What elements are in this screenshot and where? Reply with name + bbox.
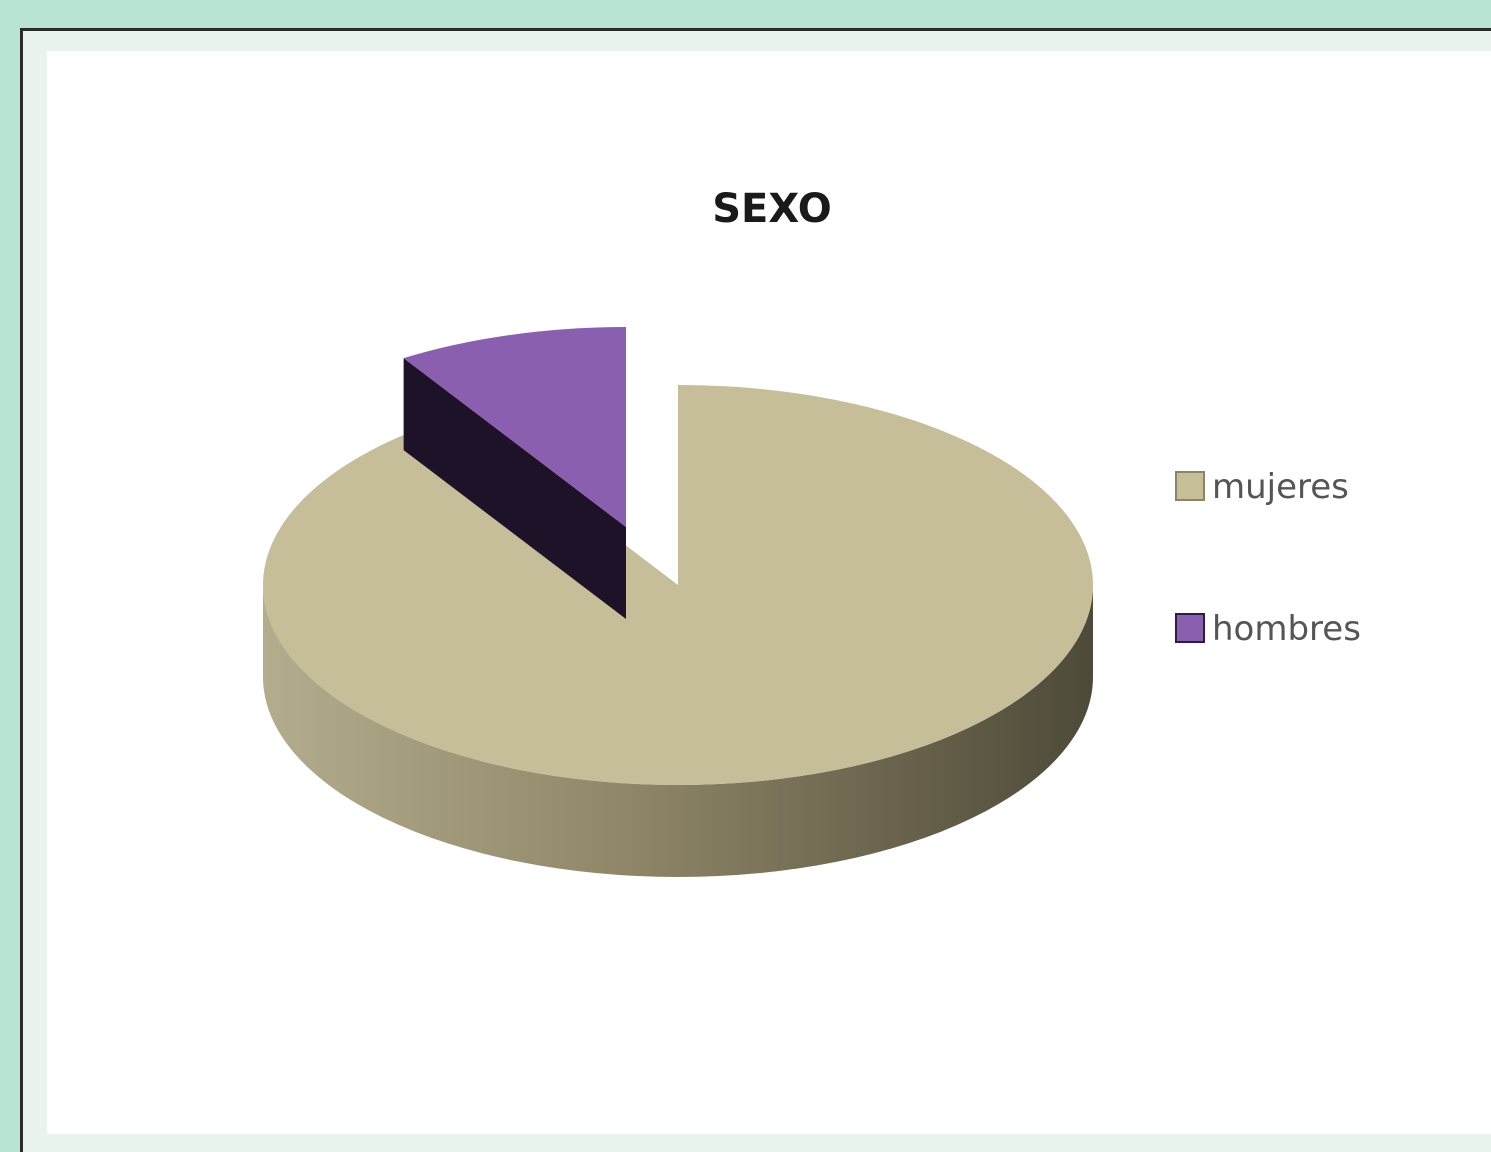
pie-slice-edge-hombres <box>403 358 626 619</box>
pie-slice-mujeres <box>263 385 1093 785</box>
pie-slice-side-mujeres <box>263 585 1093 877</box>
legend-label-mujeres: mujeres <box>1212 467 1349 507</box>
legend-label-hombres: hombres <box>1212 609 1361 649</box>
legend-swatch-mujeres <box>1175 471 1205 501</box>
chart-title: SEXO <box>712 186 832 232</box>
legend-item-mujeres: mujeres <box>1175 467 1349 507</box>
pie-slice-hombres <box>403 327 626 527</box>
legend-swatch-hombres <box>1175 613 1205 643</box>
chart-legend: mujeres hombres <box>1175 467 1361 649</box>
legend-item-hombres: hombres <box>1175 609 1361 649</box>
